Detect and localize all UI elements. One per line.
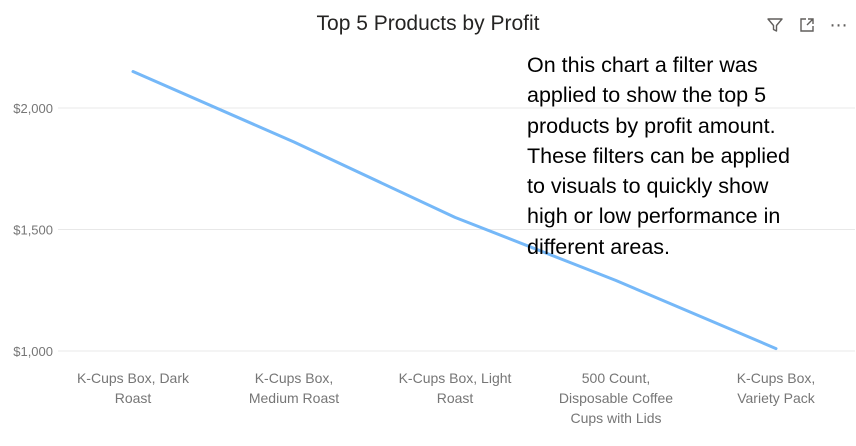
y-tick-label: $2,000	[13, 101, 53, 116]
annotation-line: to visuals to quickly show	[527, 174, 769, 199]
visual-header-toolbar: ⋯	[764, 14, 850, 36]
x-tick-label-line: Variety Pack	[737, 390, 815, 406]
annotation-line: high or low performance in	[527, 204, 781, 229]
focus-mode-icon-glyph	[800, 18, 814, 32]
filter-icon-glyph	[767, 18, 783, 32]
y-tick-label: $1,500	[13, 223, 53, 238]
x-tick-label: K-Cups Box, Variety Pack	[701, 368, 851, 408]
data-point[interactable]	[772, 345, 780, 353]
x-tick-label: K-Cups Box, Light Roast	[380, 368, 530, 408]
x-tick-label-line: K-Cups Box,	[254, 370, 334, 386]
y-tick-label: $1,000	[13, 344, 53, 359]
data-point[interactable]	[129, 68, 137, 76]
x-tick-label-line: Roast	[114, 390, 152, 406]
annotation-line: different areas.	[527, 234, 671, 259]
filter-icon[interactable]	[764, 14, 786, 36]
focus-mode-icon[interactable]	[796, 14, 818, 36]
x-tick-label-line: K-Cups Box, Light	[398, 370, 512, 386]
annotation-line: applied to show the top 5	[527, 83, 767, 108]
x-tick-label-line: Roast	[436, 390, 474, 406]
annotation-text-box: On this chart a filter was applied to sho…	[527, 50, 837, 262]
annotation-line: products by profit amount.	[527, 113, 776, 138]
series-line[interactable]	[131, 70, 778, 351]
x-tick-label-line: 500 Count,	[581, 370, 651, 386]
more-options-button[interactable]: ⋯	[829, 15, 849, 35]
annotation-line: These filters can be applied	[527, 143, 790, 168]
chart-title: Top 5 Products by Profit	[316, 12, 540, 35]
x-tick-label: 500 Count, Disposable Coffee Cups with Lid…	[541, 368, 691, 428]
x-tick-label-line: Disposable Coffee	[558, 390, 674, 406]
x-tick-label: K-Cups Box, Dark Roast	[58, 368, 208, 408]
data-point[interactable]	[290, 138, 298, 146]
x-tick-label-line: Medium Roast	[248, 390, 340, 406]
x-tick-label-line: Cups with Lids	[570, 410, 662, 426]
data-point[interactable]	[612, 277, 620, 285]
x-tick-label: K-Cups Box, Medium Roast	[219, 368, 369, 408]
x-tick-label-line: K-Cups Box, Dark	[76, 370, 190, 386]
data-point[interactable]	[451, 213, 459, 221]
annotation-line: On this chart a filter was	[527, 53, 758, 77]
x-tick-label-line: K-Cups Box,	[736, 370, 816, 386]
